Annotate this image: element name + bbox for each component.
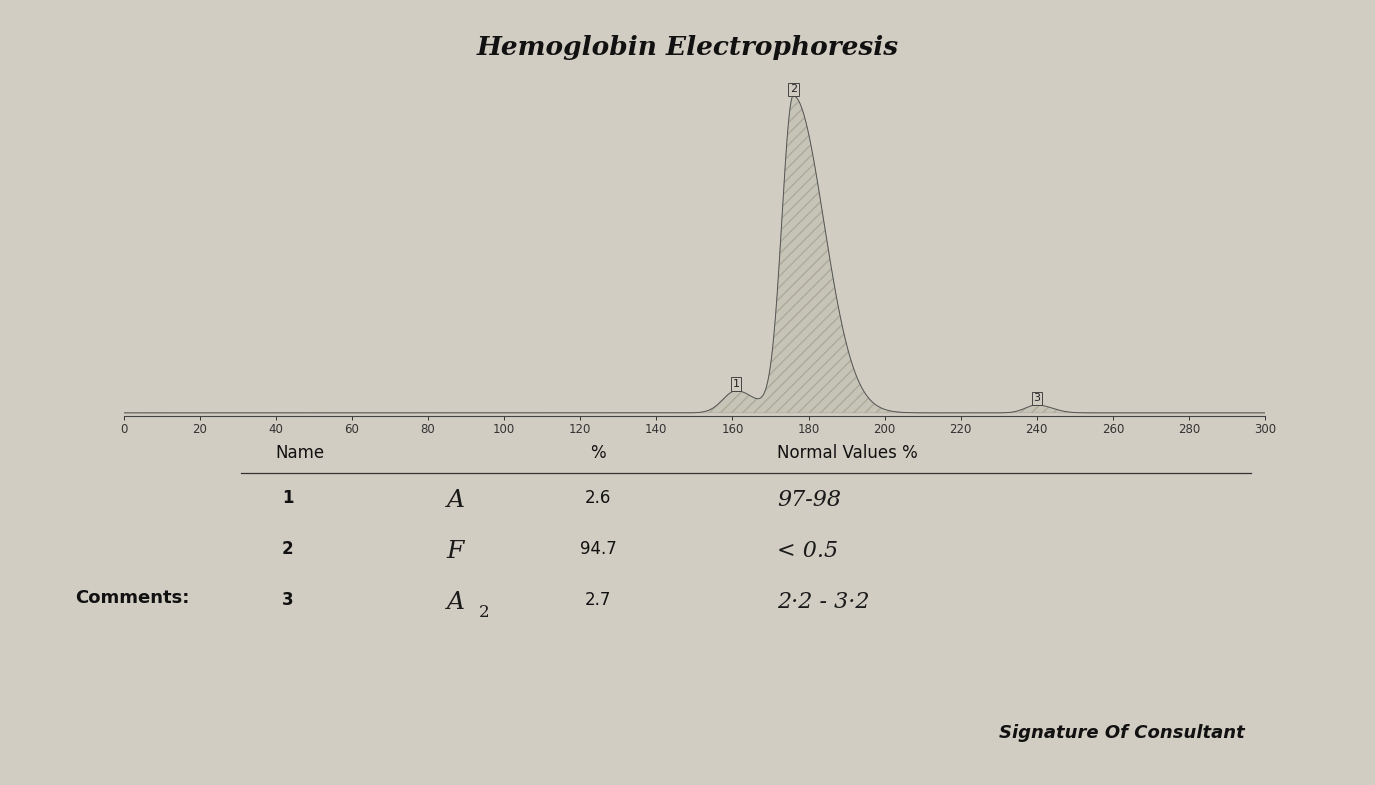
Text: Comments:: Comments: bbox=[76, 589, 190, 607]
Text: Signature Of Consultant: Signature Of Consultant bbox=[998, 724, 1244, 742]
Text: 2.6: 2.6 bbox=[584, 489, 612, 507]
Text: Hemoglobin Electrophoresis: Hemoglobin Electrophoresis bbox=[476, 35, 899, 60]
Text: A: A bbox=[447, 489, 465, 512]
Text: 2: 2 bbox=[478, 604, 489, 622]
Text: < 0.5: < 0.5 bbox=[777, 540, 837, 562]
Text: %: % bbox=[590, 444, 606, 462]
Text: 2.7: 2.7 bbox=[584, 591, 612, 609]
Text: A: A bbox=[447, 591, 465, 614]
Text: F: F bbox=[447, 540, 465, 563]
Text: 94.7: 94.7 bbox=[580, 540, 616, 558]
Text: Normal Values %: Normal Values % bbox=[777, 444, 917, 462]
Text: Name: Name bbox=[275, 444, 324, 462]
Text: 2·2 - 3·2: 2·2 - 3·2 bbox=[777, 591, 869, 613]
Text: 1: 1 bbox=[733, 379, 740, 389]
Text: 2: 2 bbox=[789, 85, 797, 94]
Text: 3: 3 bbox=[282, 591, 293, 609]
Text: 3: 3 bbox=[1033, 393, 1041, 403]
Text: 1: 1 bbox=[282, 489, 293, 507]
Text: 97-98: 97-98 bbox=[777, 489, 842, 511]
Text: 2: 2 bbox=[282, 540, 293, 558]
